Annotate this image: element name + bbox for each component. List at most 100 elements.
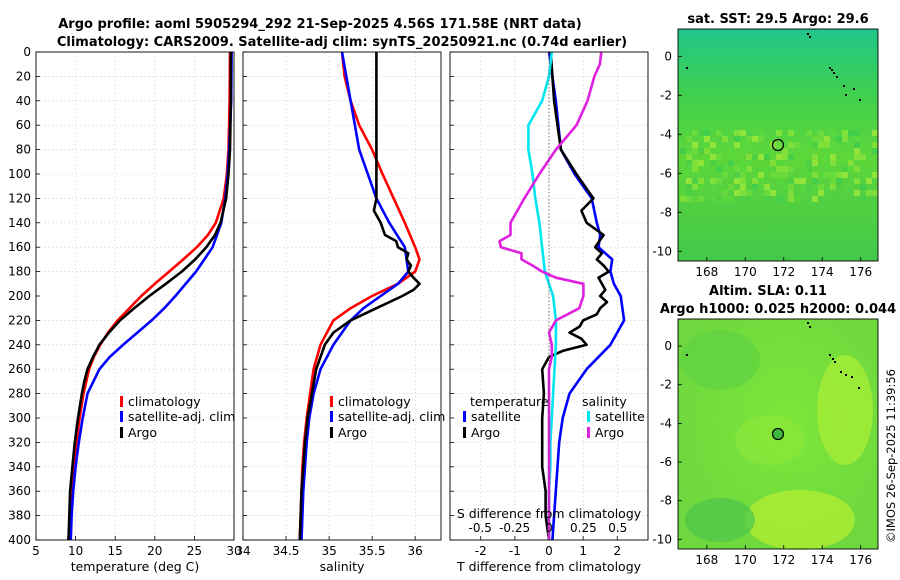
sst-pixel	[758, 172, 764, 178]
sst-pixel	[686, 136, 692, 142]
x2-tick-label: 0.25	[570, 521, 597, 535]
sst-pixel	[746, 130, 752, 136]
sst-pixel	[812, 196, 818, 202]
sst-pixel	[686, 154, 692, 160]
map-y-tick-label: -8	[660, 494, 672, 508]
sst-pixel	[854, 166, 860, 172]
sst-pixel	[842, 166, 848, 172]
sst-pixel	[746, 136, 752, 142]
sst-pixel	[824, 136, 830, 142]
y-tick-label: 200	[8, 289, 31, 303]
sst-pixel	[854, 190, 860, 196]
island-dot	[832, 358, 834, 360]
sst-pixel	[680, 148, 686, 154]
sst-pixel	[746, 142, 752, 148]
y-tick-label: 40	[16, 94, 31, 108]
y-tick-label: 400	[8, 533, 31, 547]
sst-pixel	[806, 142, 812, 148]
sst-pixel	[740, 184, 746, 190]
legend-swatch-climatology	[120, 396, 123, 407]
sst-pixel	[776, 166, 782, 172]
sst-pixel	[680, 172, 686, 178]
sst-pixel	[860, 154, 866, 160]
sst-pixel	[830, 172, 836, 178]
sst-pixel	[866, 154, 872, 160]
s-difference-xlabel: S difference from climatology	[457, 506, 642, 521]
sst-pixel	[776, 196, 782, 202]
imos-credit: ©IMOS 26-Sep-2025 11:39:56	[884, 369, 898, 543]
map-y-tick-label: -6	[660, 166, 672, 180]
sst-pixel	[788, 130, 794, 136]
sst-pixel	[824, 166, 830, 172]
sst-pixel	[818, 130, 824, 136]
map-x-tick-label: 170	[734, 265, 757, 279]
sla-high-patch	[817, 355, 873, 465]
sst-pixel	[842, 136, 848, 142]
sst-pixel	[872, 130, 878, 136]
sst-pixel	[710, 142, 716, 148]
sst-pixel	[830, 148, 836, 154]
sst-pixel	[746, 196, 752, 202]
sst-pixel	[740, 190, 746, 196]
island-dot	[829, 67, 831, 69]
sst-map-title: sat. SST: 29.5 Argo: 29.6	[687, 12, 868, 27]
map-x-tick-label: 168	[695, 265, 718, 279]
map-y-tick-label: -4	[660, 127, 672, 141]
sst-pixel	[686, 184, 692, 190]
legend-label-t-satellite: satellite	[471, 409, 521, 424]
sst-pixel	[758, 130, 764, 136]
sst-pixel	[854, 148, 860, 154]
sst-pixel	[788, 166, 794, 172]
sst-pixel	[788, 190, 794, 196]
island-dot	[831, 69, 833, 71]
y-tick-label: 20	[16, 69, 31, 83]
sst-pixel	[716, 130, 722, 136]
sst-noise-band	[680, 130, 878, 202]
map-x-tick-label: 174	[811, 553, 834, 567]
sst-pixel	[764, 184, 770, 190]
sst-pixel	[740, 142, 746, 148]
sst-pixel	[704, 148, 710, 154]
sst-pixel	[872, 190, 878, 196]
sst-pixel	[776, 142, 782, 148]
sst-pixel	[800, 184, 806, 190]
sst-pixel	[836, 172, 842, 178]
sst-pixel	[698, 196, 704, 202]
sst-pixel	[686, 190, 692, 196]
sst-pixel	[692, 166, 698, 172]
x-tick-label: 1	[579, 544, 587, 558]
sst-pixel	[842, 172, 848, 178]
legend-swatch-climatology	[330, 396, 333, 407]
map-x-tick-label: 168	[695, 553, 718, 567]
sst-pixel	[866, 178, 872, 184]
sst-pixel	[800, 178, 806, 184]
salinity-plot: 34 34.5 35 35.5 36	[235, 51, 441, 558]
sst-pixel	[770, 160, 776, 166]
map-x-tick-label: 172	[772, 553, 795, 567]
temperature-xlabel: temperature (deg C)	[71, 559, 200, 574]
sst-pixel	[686, 160, 692, 166]
island-dot	[858, 387, 860, 389]
legend-swatch-t-argo	[463, 427, 466, 438]
sst-pixel	[722, 172, 728, 178]
x-tick-label: 35	[321, 544, 336, 558]
sst-pixel	[830, 142, 836, 148]
map-y-tick-label: -2	[660, 378, 672, 392]
map-y-tick-label: -4	[660, 416, 672, 430]
island-dot	[833, 72, 835, 74]
sst-pixel	[824, 142, 830, 148]
legend-label-satellite: satellite-adj. clim	[338, 409, 445, 424]
sst-pixel	[836, 184, 842, 190]
legend-swatch-argo	[120, 427, 123, 438]
sla-high-patch	[735, 415, 805, 465]
y-tick-label: 380	[8, 509, 31, 523]
salinity-xlabel: salinity	[320, 559, 365, 574]
sst-pixel	[854, 154, 860, 160]
sst-pixel	[812, 142, 818, 148]
sst-pixel	[818, 136, 824, 142]
x-tick-label: 25	[187, 544, 202, 558]
x-tick-label: 15	[108, 544, 123, 558]
sst-pixel	[722, 196, 728, 202]
map-x-tick-label: 170	[734, 553, 757, 567]
sst-pixel	[728, 154, 734, 160]
